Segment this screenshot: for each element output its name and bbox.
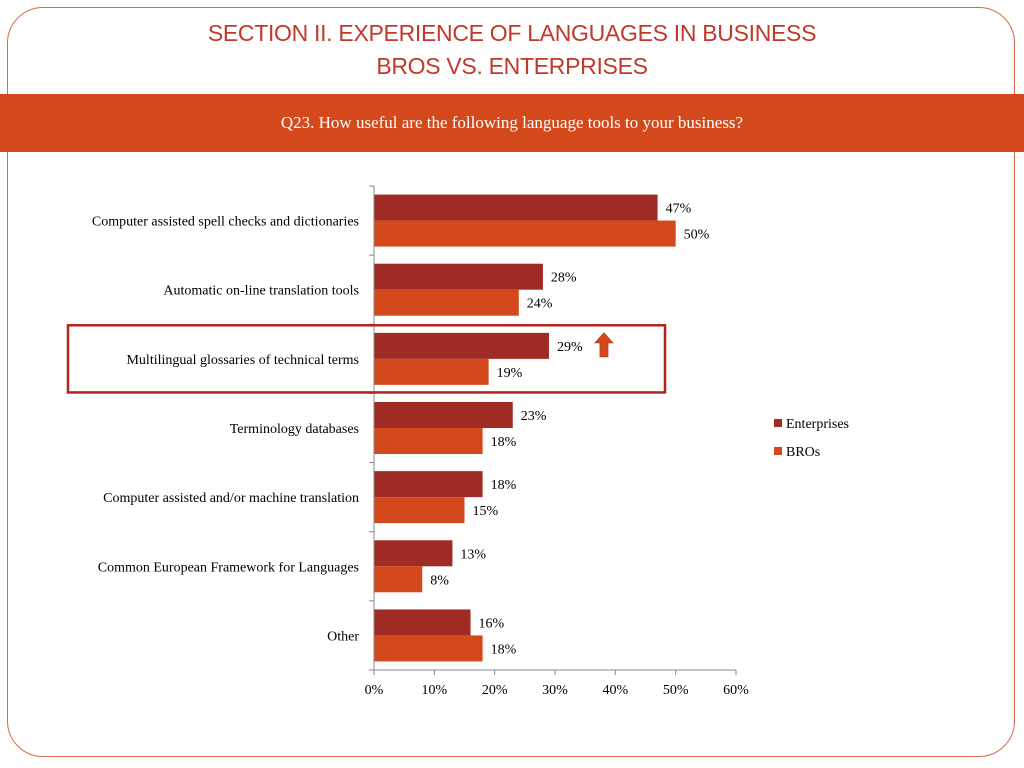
- data-label: 47%: [666, 202, 692, 217]
- bar-enterprises: [374, 471, 483, 498]
- x-tick-label: 60%: [723, 683, 749, 698]
- category-label: Common European Framework for Languages: [98, 560, 359, 575]
- x-tick-label: 30%: [542, 683, 568, 698]
- bar-enterprises: [374, 540, 453, 567]
- question-band: [0, 94, 1024, 152]
- legend-swatch-bros: [774, 447, 782, 455]
- x-tick-label: 0%: [365, 683, 384, 698]
- data-label: 18%: [491, 642, 517, 657]
- category-label: Multilingual glossaries of technical ter…: [126, 353, 359, 368]
- bar-bros: [374, 566, 423, 593]
- bar-bros: [374, 289, 519, 316]
- legend-label: Enterprises: [786, 417, 849, 432]
- data-label: 16%: [479, 616, 505, 631]
- bar-bros: [374, 497, 465, 524]
- bar-enterprises: [374, 332, 549, 359]
- data-label: 24%: [527, 297, 553, 312]
- bar-enterprises: [374, 194, 658, 221]
- data-label: 18%: [491, 435, 517, 450]
- data-label: 18%: [491, 478, 517, 493]
- x-tick-label: 40%: [602, 683, 628, 698]
- x-tick-label: 20%: [482, 683, 508, 698]
- data-label: 28%: [551, 271, 577, 286]
- bar-bros: [374, 428, 483, 454]
- data-label: 50%: [684, 228, 710, 243]
- x-tick-label: 50%: [663, 683, 689, 698]
- legend-swatch-enterprises: [774, 419, 782, 427]
- category-label: Automatic on-line translation tools: [163, 284, 359, 299]
- bar-bros: [374, 358, 489, 385]
- slide-title-line2: BROS VS. ENTERPRISES: [376, 53, 648, 79]
- slide-title-line1: SECTION II. EXPERIENCE OF LANGUAGES IN B…: [207, 20, 817, 46]
- data-label: 23%: [521, 409, 547, 424]
- category-label: Terminology databases: [230, 422, 359, 437]
- category-label: Computer assisted and/or machine transla…: [103, 491, 359, 506]
- up-arrow-icon: [594, 332, 614, 358]
- data-label: 29%: [557, 340, 583, 355]
- bar-enterprises: [374, 402, 513, 428]
- category-label: Other: [327, 629, 359, 644]
- data-label: 19%: [497, 366, 523, 381]
- bar-enterprises: [374, 263, 543, 290]
- data-label: 8%: [430, 573, 449, 588]
- bar-bros: [374, 635, 483, 662]
- question-text: Q23. How useful are the following langua…: [280, 113, 744, 132]
- legend-label: BROs: [786, 445, 820, 460]
- highlight-box: [66, 324, 667, 394]
- data-label: 13%: [460, 547, 486, 562]
- category-label: Computer assisted spell checks and dicti…: [92, 215, 359, 230]
- bar-enterprises: [374, 609, 471, 636]
- data-label: 15%: [473, 504, 499, 519]
- x-tick-label: 10%: [421, 683, 447, 698]
- bar-bros: [374, 220, 676, 247]
